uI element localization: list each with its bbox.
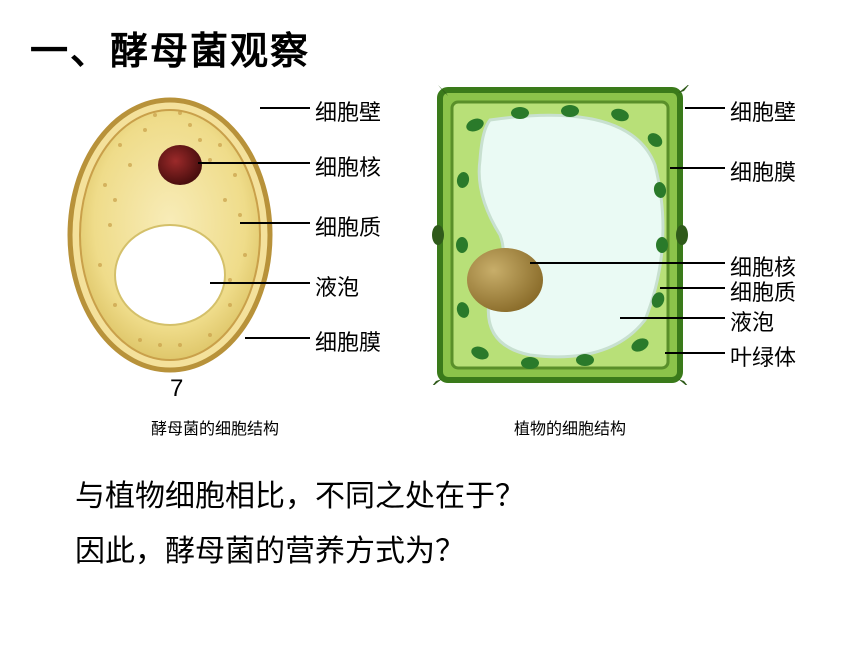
label-plant-vacuole: 液泡 (730, 305, 774, 337)
label-plant-wall: 细胞壁 (730, 95, 796, 127)
body-line-1: 与植物细胞相比，不同之处在于？ (75, 470, 525, 524)
caption-plant: 植物的细胞结构 (470, 415, 670, 439)
plant-cell-svg (430, 85, 690, 385)
leader-yeast-wall (260, 107, 310, 109)
label-yeast-cytoplasm: 细胞质 (315, 210, 381, 242)
leader-plant-cytoplasm (660, 287, 725, 289)
label-plant-cytoplasm: 细胞质 (730, 275, 796, 307)
plant-diagram (430, 85, 690, 385)
label-yeast-vacuole: 液泡 (315, 270, 359, 302)
leader-plant-chloroplast (665, 352, 725, 354)
leader-yeast-vacuole (210, 282, 310, 284)
leader-yeast-cytoplasm (240, 222, 310, 224)
label-plant-chloroplast: 叶绿体 (730, 340, 796, 372)
body-line-2: 因此，酵母菌的营养方式为？ (75, 525, 465, 579)
yeast-diagram (60, 85, 280, 385)
leader-plant-membrane (670, 167, 725, 169)
leader-yeast-nucleus (198, 162, 310, 164)
label-yeast-wall: 细胞壁 (315, 95, 381, 127)
yeast-cell-svg (60, 85, 280, 385)
leader-plant-nucleus (530, 262, 725, 264)
stray-char: 7 (170, 375, 183, 403)
page-title: 一、酵母菌观察 (30, 20, 310, 75)
leader-plant-wall (685, 107, 725, 109)
label-plant-membrane: 细胞膜 (730, 155, 796, 187)
leader-yeast-membrane (245, 337, 310, 339)
diagram-area: 7 细胞壁 细胞核 细胞质 液泡 细胞膜 (0, 85, 860, 485)
leader-plant-vacuole (620, 317, 725, 319)
label-yeast-nucleus: 细胞核 (315, 150, 381, 182)
label-yeast-membrane: 细胞膜 (315, 325, 381, 357)
caption-yeast: 酵母菌的细胞结构 (115, 415, 315, 439)
